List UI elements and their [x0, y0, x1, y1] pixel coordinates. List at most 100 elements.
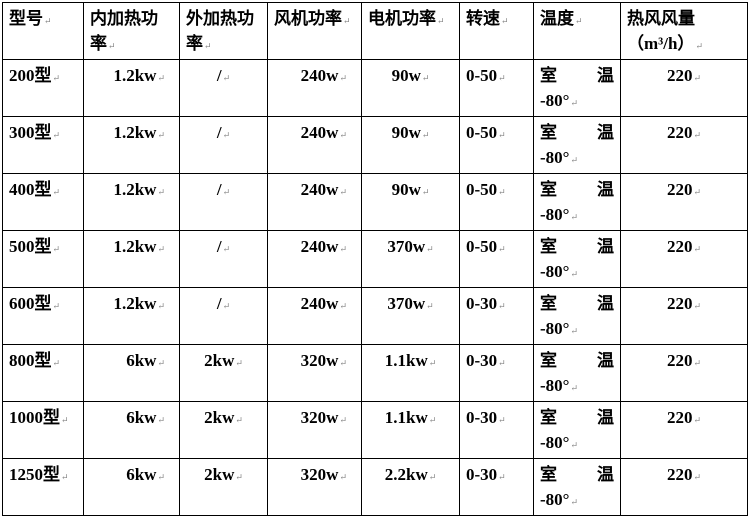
cell-text: 1.2kw	[113, 66, 165, 85]
cell-air: 220	[620, 401, 748, 459]
cell-text: 2kw	[204, 351, 243, 370]
table-row: 500型1.2kw/240w370w0-50室温-80°220	[2, 230, 748, 288]
header-cell: 风机功率	[267, 2, 362, 60]
cell-model: 600型	[2, 287, 84, 345]
cell-text: 220	[667, 465, 701, 484]
cell-text: 0-50	[466, 237, 506, 256]
cell-model: 300型	[2, 116, 84, 174]
cell-outer: /	[179, 230, 268, 288]
cell-outer: /	[179, 287, 268, 345]
temp-char: 室	[540, 408, 557, 427]
cell-inner: 6kw	[83, 458, 180, 516]
cell-inner: 6kw	[83, 401, 180, 459]
cell-temp: 室温 -80°	[533, 287, 621, 345]
temp-line-2: -80°	[540, 145, 614, 173]
cell-text: 6kw	[126, 408, 165, 427]
cell-text: 1.1kw	[385, 351, 437, 370]
temp-line-1: 室温	[540, 348, 614, 373]
cell-outer: /	[179, 59, 268, 117]
table-row: 300型1.2kw/240w90w0-50室温-80°220	[2, 116, 748, 174]
cell-motor: 370w	[361, 287, 460, 345]
cell-text: /	[217, 66, 230, 85]
cell-text: /	[217, 180, 230, 199]
cell-motor: 90w	[361, 173, 460, 231]
temp-line-2: -80°	[540, 202, 614, 230]
cell-temp: 室温 -80°	[533, 344, 621, 402]
header-cell: 热风风量（m³/h）	[620, 2, 748, 60]
cell-outer: 2kw	[179, 401, 268, 459]
cell-inner: 1.2kw	[83, 59, 180, 117]
cell-text: 400型	[9, 180, 60, 199]
cell-text: /	[217, 294, 230, 313]
header-cell: 转速	[459, 2, 534, 60]
cell-text: 240w	[301, 66, 347, 85]
temp-char: 室	[540, 465, 557, 484]
temp-char: 温	[597, 123, 614, 142]
temp-line-1: 室温	[540, 405, 614, 430]
cell-speed: 0-30	[459, 401, 534, 459]
temp-char: 温	[597, 180, 614, 199]
header-row: 型号 内加热功率 外加热功率 风机功率 电机功率 转速 温度 热风风量（m³/h…	[2, 2, 748, 60]
cell-model: 400型	[2, 173, 84, 231]
cell-text: 0-50	[466, 66, 506, 85]
temp-line-1: 室温	[540, 177, 614, 202]
table-row: 600型1.2kw/240w370w0-30室温-80°220	[2, 287, 748, 345]
cell-fan: 240w	[267, 230, 362, 288]
cell-motor: 2.2kw	[361, 458, 460, 516]
cell-inner: 1.2kw	[83, 173, 180, 231]
temp-line-2: -80°	[540, 487, 614, 515]
cell-air: 220	[620, 116, 748, 174]
temp-char: 室	[540, 66, 557, 85]
cell-text: 1.2kw	[113, 123, 165, 142]
temp-char: 温	[597, 294, 614, 313]
cell-outer: /	[179, 173, 268, 231]
cell-text: 1250型	[9, 465, 69, 484]
cell-text: 6kw	[126, 465, 165, 484]
cell-text: 220	[667, 408, 701, 427]
temp-line-1: 室温	[540, 120, 614, 145]
temp-char: 室	[540, 351, 557, 370]
cell-text: 800型	[9, 351, 60, 370]
temp-line-1: 室温	[540, 63, 614, 88]
cell-speed: 0-50	[459, 59, 534, 117]
temp-char: 温	[597, 408, 614, 427]
cell-text: /	[217, 123, 230, 142]
cell-air: 220	[620, 59, 748, 117]
cell-text: 320w	[301, 408, 347, 427]
cell-text: 220	[667, 294, 701, 313]
cell-motor: 370w	[361, 230, 460, 288]
cell-inner: 1.2kw	[83, 287, 180, 345]
cell-motor: 90w	[361, 116, 460, 174]
cell-model: 500型	[2, 230, 84, 288]
cell-temp: 室温 -80°	[533, 458, 621, 516]
cell-text: 370w	[387, 294, 433, 313]
cell-text: 220	[667, 123, 701, 142]
temp-line-2: -80°	[540, 88, 614, 116]
cell-text: 1.2kw	[113, 180, 165, 199]
cell-text: 2.2kw	[385, 465, 437, 484]
cell-text: 1.2kw	[113, 237, 165, 256]
cell-text: 0-30	[466, 465, 506, 484]
cell-motor: 90w	[361, 59, 460, 117]
cell-text: /	[217, 237, 230, 256]
header-cell: 电机功率	[361, 2, 460, 60]
table-row: 400型1.2kw/240w90w0-50室温-80°220	[2, 173, 748, 231]
cell-model: 1250型	[2, 458, 84, 516]
cell-text: 1000型	[9, 408, 69, 427]
cell-fan: 240w	[267, 287, 362, 345]
table-row: 200型1.2kw/240w90w0-50室温-80°220	[2, 59, 748, 117]
cell-air: 220	[620, 458, 748, 516]
cell-fan: 320w	[267, 344, 362, 402]
cell-temp: 室温 -80°	[533, 401, 621, 459]
cell-text: 220	[667, 351, 701, 370]
temp-char: 室	[540, 123, 557, 142]
cell-speed: 0-30	[459, 344, 534, 402]
cell-text: 2kw	[204, 408, 243, 427]
cell-outer: 2kw	[179, 344, 268, 402]
header-cell: 外加热功率	[179, 2, 268, 60]
cell-text: 220	[667, 66, 701, 85]
cell-text: 240w	[301, 237, 347, 256]
cell-inner: 1.2kw	[83, 116, 180, 174]
cell-text: 0-50	[466, 123, 506, 142]
